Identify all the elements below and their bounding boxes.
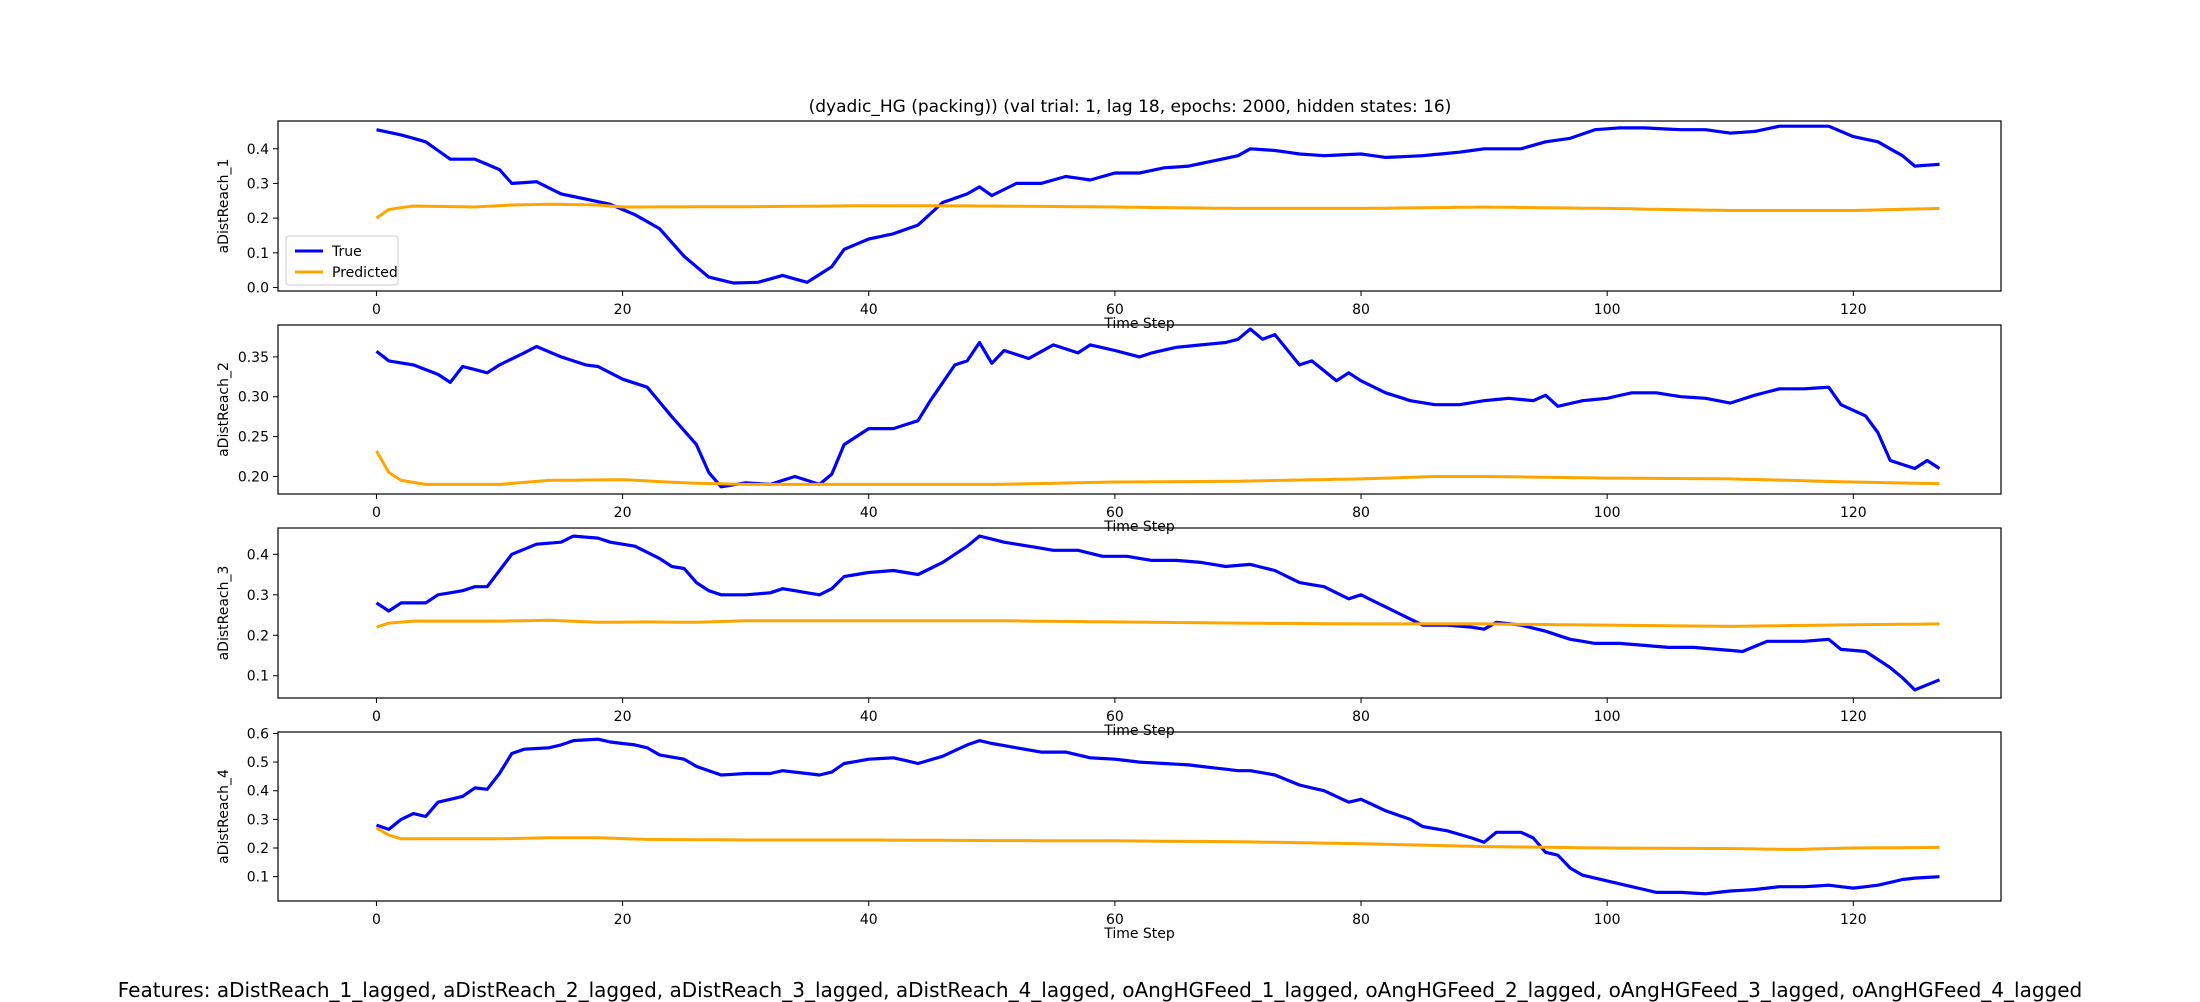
x-tick-label: 100 — [1594, 709, 1621, 725]
legend-label-true: True — [331, 244, 362, 260]
x-tick-label: 80 — [1352, 505, 1370, 521]
x-tick-label: 120 — [1840, 505, 1867, 521]
y-tick-label: 0.35 — [238, 350, 269, 366]
subplot-3: 0 20 40 60 80 100 120 0.1 0.2 0.3 0.4 Time Step aDis… — [216, 527, 2002, 739]
y-tick-label: 0.25 — [238, 430, 269, 446]
x-tick-label: 0 — [372, 709, 381, 725]
x-tick-label: 100 — [1594, 912, 1621, 928]
legend-label-predicted: Predicted — [332, 265, 398, 281]
plot-frame — [277, 324, 2002, 495]
y-axis-label: aDistReach_1 — [216, 159, 232, 254]
x-tick-label: 80 — [1352, 709, 1370, 725]
y-tick-label: 0.1 — [247, 246, 269, 262]
x-tick-label: 40 — [860, 912, 878, 928]
y-axis-label: aDistReach_3 — [216, 566, 232, 661]
y-tick-label: 0.3 — [247, 588, 269, 604]
x-tick-label: 0 — [372, 302, 381, 318]
x-tick-label: 60 — [1106, 302, 1124, 318]
series-line-predicted — [375, 826, 1940, 851]
x-tick-label: 80 — [1352, 302, 1370, 318]
x-tick-label: 0 — [372, 505, 381, 521]
x-tick-label: 40 — [860, 505, 878, 521]
series-line-predicted — [375, 450, 1940, 486]
y-axis-label: aDistReach_2 — [216, 362, 232, 457]
x-axis-label: Time Step — [1103, 519, 1175, 535]
x-axis-label: Time Step — [1103, 723, 1175, 739]
series-line-predicted — [376, 618, 1940, 629]
x-tick-label: 100 — [1594, 505, 1621, 521]
y-tick-label: 0.4 — [247, 784, 269, 800]
figure-title: (dyadic_HG (packing)) (val trial: 1, lag… — [809, 97, 1452, 117]
x-tick-label: 120 — [1840, 302, 1867, 318]
series-line-true — [375, 327, 1941, 489]
y-tick-label: 0.3 — [247, 176, 269, 192]
x-tick-label: 20 — [614, 505, 632, 521]
subplot-1: 0 20 40 60 80 100 120 0.0 0.1 0.2 0.3 0.4 Time Step a… — [216, 120, 2002, 332]
series-line-true — [376, 124, 1940, 285]
x-tick-label: 60 — [1106, 709, 1124, 725]
y-tick-label: 0.5 — [247, 755, 269, 771]
x-axis-label: Time Step — [1103, 316, 1175, 332]
x-tick-label: 60 — [1106, 505, 1124, 521]
y-tick-label: 0.20 — [238, 469, 269, 485]
x-tick-label: 80 — [1352, 912, 1370, 928]
x-tick-label: 120 — [1840, 912, 1867, 928]
y-tick-label: 0.3 — [247, 812, 269, 828]
x-axis-label: Time Step — [1103, 926, 1175, 942]
plot-frame — [277, 731, 2002, 902]
x-tick-label: 20 — [614, 709, 632, 725]
y-tick-label: 0.2 — [247, 211, 269, 227]
x-tick-label: 120 — [1840, 709, 1867, 725]
x-tick-label: 60 — [1106, 912, 1124, 928]
plot-frame — [277, 527, 2002, 699]
y-tick-label: 0.2 — [247, 628, 269, 644]
y-tick-label: 0.4 — [247, 547, 269, 563]
series-line-true — [375, 534, 1941, 692]
x-tick-label: 20 — [614, 302, 632, 318]
y-tick-label: 0.4 — [247, 142, 269, 158]
y-axis-label: aDistReach_4 — [216, 769, 232, 864]
series-line-true — [375, 737, 1940, 896]
subplot-2: 0 20 40 60 80 100 120 0.20 0.25 0.30 0.35 Time Step… — [216, 324, 2002, 535]
y-tick-label: 0.0 — [247, 281, 269, 297]
y-tick-label: 0.6 — [247, 726, 269, 742]
plot-frame — [277, 120, 2002, 292]
features-caption: Features: aDistReach_1_lagged, aDistReac… — [117, 978, 2083, 1002]
series-line-predicted — [375, 202, 1940, 220]
y-tick-label: 0.30 — [238, 390, 269, 406]
x-tick-label: 0 — [372, 912, 381, 928]
y-tick-label: 0.2 — [247, 841, 269, 857]
x-tick-label: 40 — [860, 302, 878, 318]
x-tick-label: 100 — [1594, 302, 1621, 318]
x-tick-label: 40 — [860, 709, 878, 725]
y-tick-label: 0.1 — [247, 669, 269, 685]
x-tick-label: 20 — [614, 912, 632, 928]
y-tick-label: 0.1 — [247, 870, 269, 886]
subplot-4: 0 20 40 60 80 100 120 0.1 0.2 0.3 0.4 0.5 0.6 Time St… — [216, 726, 2002, 942]
legend: True Predicted — [285, 235, 399, 286]
